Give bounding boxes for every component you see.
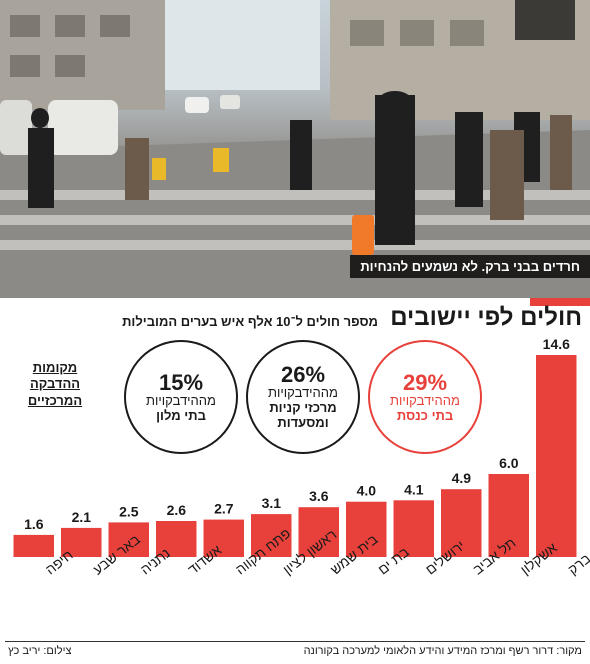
site-line2: בתי מלון xyxy=(156,407,206,423)
bar xyxy=(203,519,244,557)
bar xyxy=(61,527,102,557)
photo-caption: חרדים בבני ברק. לא נשמעים להנחיות xyxy=(350,255,590,278)
bar-value-label: 4.0 xyxy=(357,483,377,499)
footer-divider xyxy=(5,641,585,642)
bar xyxy=(346,501,387,557)
heading-line: ההדבקה xyxy=(29,376,81,392)
bar-value-label: 2.5 xyxy=(119,503,139,519)
bar-value-label: 2.1 xyxy=(72,509,92,525)
site-line1: מההידבקויות xyxy=(146,392,216,408)
bar xyxy=(108,522,149,557)
infection-sites-heading: מקומות ההדבקה המרכזיים xyxy=(20,360,90,409)
bar-value-label: 3.6 xyxy=(309,488,329,504)
bar-value-label: 4.9 xyxy=(452,470,472,486)
source-text: מקור: דרור רשף ומרכז המידע והידע הלאומי … xyxy=(303,645,582,657)
bar xyxy=(298,507,339,557)
site-line3: ומסעדות xyxy=(277,415,329,431)
street-photo-icon xyxy=(0,0,590,298)
site-line2: מרכזי קניות xyxy=(269,400,337,416)
photo-credit: צילום: יריב כץ xyxy=(8,645,72,657)
heading-line: המרכזיים xyxy=(27,392,83,408)
bar-value-label: 3.1 xyxy=(262,495,282,511)
site-line2: בתי כנסת xyxy=(396,407,454,423)
site-line1: מההידבקויות xyxy=(268,385,338,401)
bar xyxy=(156,521,197,557)
bar xyxy=(393,500,434,557)
section-accent-bar xyxy=(530,298,590,306)
bar-value-label: 2.7 xyxy=(214,501,234,517)
bar xyxy=(251,514,292,557)
bar-value-label: 2.6 xyxy=(167,502,187,518)
site-circle-malls-restaurants: 26% מההידבקויות מרכזי קניות ומסעדות xyxy=(246,340,360,454)
bar xyxy=(13,534,54,557)
site-percent: 29% xyxy=(402,369,448,395)
site-percent: 26% xyxy=(280,362,326,388)
page-title: חולים לפי יישובים xyxy=(390,304,582,331)
site-circle-synagogues: 29% מההידבקויות בתי כנסת xyxy=(368,340,482,454)
site-percent: 15% xyxy=(158,369,204,395)
bar-value-label: 4.1 xyxy=(404,481,424,497)
bar xyxy=(441,489,482,557)
street-photo: חרדים בבני ברק. לא נשמעים להנחיות xyxy=(0,0,590,298)
bar xyxy=(488,474,529,557)
site-line1: מההידבקויות xyxy=(390,392,460,408)
bar-value-label: 6.0 xyxy=(499,455,519,471)
page-subtitle: מספר חולים ל־10 אלף איש בערים המובילות xyxy=(122,314,378,329)
bar-value-label: 1.6 xyxy=(24,516,44,532)
site-circle-hotels: 15% מההידבקויות בתי מלון xyxy=(124,340,238,454)
bar xyxy=(536,355,577,557)
bar-value-label: 14.6 xyxy=(543,336,570,352)
heading-line: מקומות xyxy=(32,360,78,375)
